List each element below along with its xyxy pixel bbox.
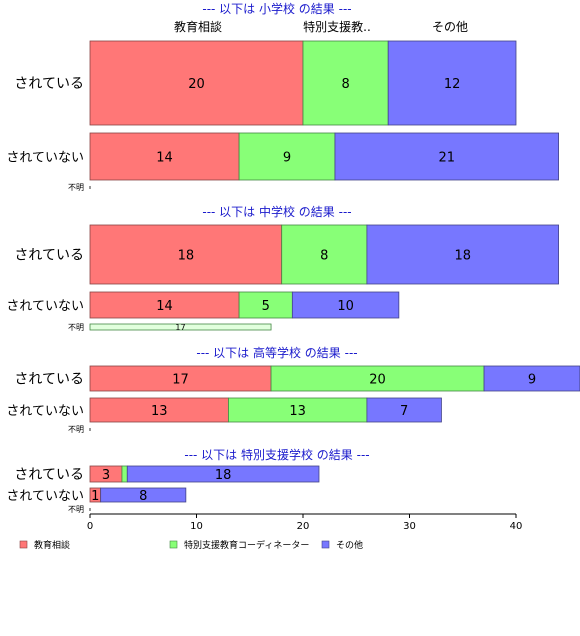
x-tick-label-3: 20 (297, 521, 310, 532)
data-label-3-2-3: 7 (400, 404, 408, 419)
bar-segment-2-2-3 (291, 291, 400, 319)
column-header-2: 特別支援教.. (303, 19, 371, 34)
bar-segment-2-3-2 (89, 323, 272, 331)
x-tick-label-5: 40 (510, 521, 523, 532)
category-label-4-1: されている (14, 467, 84, 483)
panel-title-1: --- 以下は 小学校 の結果 --- (202, 1, 351, 16)
bar-segment-1-2-2 (238, 132, 336, 181)
column-header-1: 教育相談 (174, 19, 222, 34)
bar-segment-3-1-2 (270, 365, 485, 392)
category-label-4-3: 不明 (68, 505, 84, 514)
bar-segment-4-1-3 (126, 465, 320, 483)
panel-title-2: --- 以下は 中学校 の結果 --- (202, 204, 351, 219)
data-label-1-1-2: 8 (341, 77, 349, 92)
bar-segment-2-1-2 (281, 224, 368, 285)
legend-label-2: 特別支援教育コーディネーター (184, 539, 309, 551)
category-label-1-3: 不明 (68, 183, 84, 192)
data-label-2-1-2: 8 (320, 249, 328, 264)
data-label-3-2-1: 13 (151, 404, 168, 419)
data-label-4-2-3: 8 (139, 489, 147, 504)
bar-segment-1-1-2 (302, 40, 389, 126)
bar-segment-3-2-3 (366, 397, 442, 423)
bar-segment-4-2-3 (100, 487, 187, 503)
data-label-1-2-2: 9 (283, 151, 291, 166)
legend-swatch-3 (321, 540, 330, 549)
data-label-1-2-1: 14 (156, 151, 173, 166)
data-label-1-2-3: 21 (439, 151, 456, 166)
category-label-1-1: されている (14, 76, 84, 92)
category-label-1-2: されていない (6, 151, 84, 166)
data-label-3-2-2: 13 (289, 404, 306, 419)
data-label-2-2-1: 14 (156, 299, 173, 314)
category-label-2-3: 不明 (68, 323, 84, 332)
bar-segment-4-1-2 (121, 465, 128, 483)
legend-label-3: その他 (336, 539, 363, 551)
data-label-2-2-2: 5 (262, 299, 270, 314)
data-label-2-1-3: 18 (454, 249, 471, 264)
x-tick-label-4: 30 (403, 521, 416, 532)
bar-segment-3-2-1 (89, 397, 229, 423)
data-label-4-1-1: 3 (102, 468, 110, 483)
category-label-3-3: 不明 (68, 425, 84, 434)
data-label-1-1-1: 20 (188, 77, 205, 92)
data-label-4-2-1: 1 (91, 489, 99, 504)
x-tick-label-1: 0 (87, 521, 93, 532)
category-label-3-2: されていない (6, 404, 84, 419)
bar-segment-2-2-2 (238, 291, 293, 319)
panel-title-3: --- 以下は 高等学校 の結果 --- (196, 345, 357, 360)
data-label-3-1-2: 20 (369, 373, 386, 388)
category-label-4-2: されていない (6, 489, 84, 504)
column-header-3: その他 (432, 20, 468, 34)
bar-segment-1-1-3 (387, 40, 517, 126)
bar-segment-2-1-3 (366, 224, 559, 285)
legend-swatch-2 (169, 540, 178, 549)
bar-segment-1-1-1 (89, 40, 304, 126)
data-label-4-1-3: 18 (215, 468, 232, 483)
bar-segment-1-2-3 (334, 132, 560, 181)
category-label-2-1: されている (14, 248, 84, 264)
bar-segment-1-2-1 (89, 132, 240, 181)
data-label-1-1-3: 12 (444, 77, 461, 92)
legend-label-1: 教育相談 (34, 539, 70, 551)
data-label-3-1-3: 9 (528, 373, 536, 388)
bar-segment-3-1-3 (483, 365, 580, 392)
data-label-2-2-3: 10 (337, 299, 354, 314)
panel-title-4: --- 以下は 特別支援学校 の結果 --- (184, 447, 369, 462)
bar-segment-2-2-1 (89, 291, 240, 319)
data-label-3-1-1: 17 (172, 373, 189, 388)
category-label-3-1: されている (14, 372, 84, 388)
x-tick-label-2: 10 (190, 521, 203, 532)
bar-segment-3-1-1 (89, 365, 272, 392)
data-label-2-3-2: 17 (175, 323, 185, 332)
data-label-2-1-1: 18 (178, 249, 195, 264)
category-label-2-2: されていない (6, 299, 84, 314)
bar-segment-3-2-2 (228, 397, 368, 423)
legend-swatch-1 (19, 540, 28, 549)
